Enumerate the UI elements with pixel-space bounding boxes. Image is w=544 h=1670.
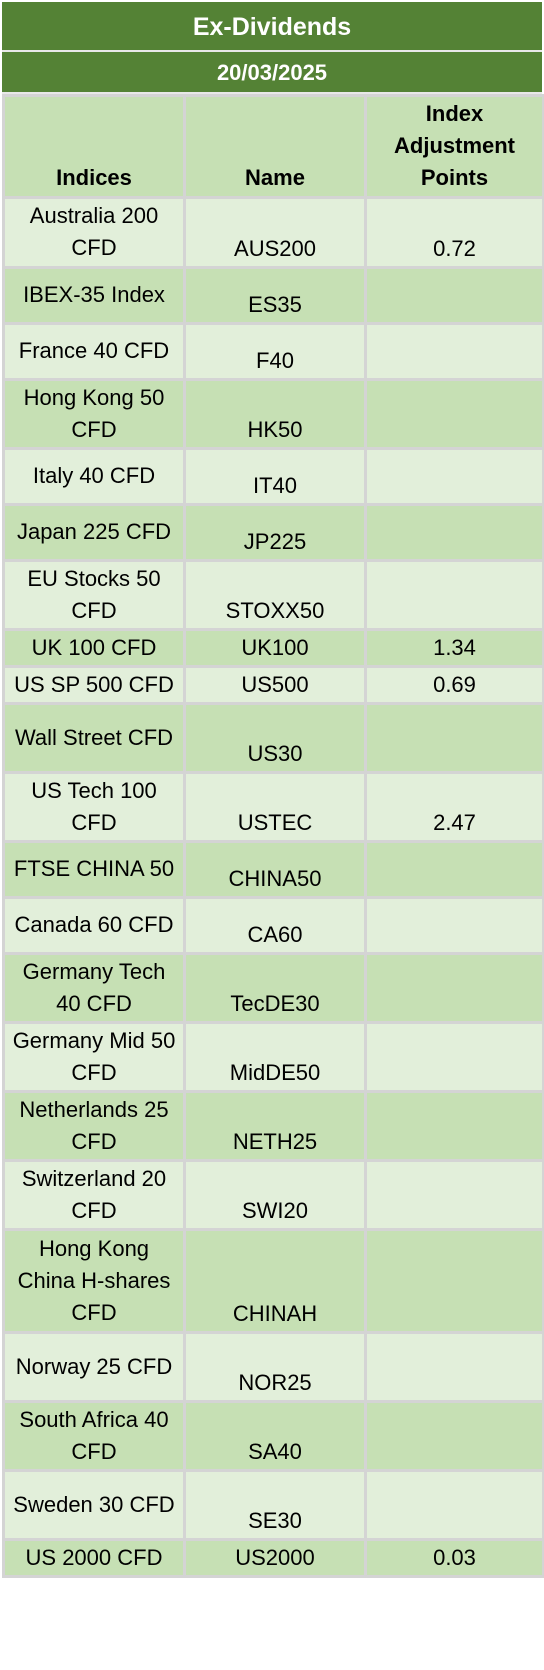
cell-name: TecDE30 <box>183 952 367 1024</box>
cell-name: US30 <box>183 702 367 774</box>
cell-adjustment-points <box>364 378 544 450</box>
cell-name: SA40 <box>183 1400 367 1472</box>
table-row: US 2000 CFD US2000 0.03 <box>2 1538 544 1578</box>
cell-adjustment-points: 0.69 <box>364 665 544 705</box>
cell-index: Australia 200 CFD <box>2 196 186 269</box>
cell-adjustment-points <box>364 503 544 562</box>
cell-index: Hong Kong 50 CFD <box>2 378 186 450</box>
cell-index: Italy 40 CFD <box>2 447 186 506</box>
cell-adjustment-points <box>364 559 544 631</box>
cell-adjustment-points <box>364 1228 544 1334</box>
cell-name: NETH25 <box>183 1090 367 1162</box>
ex-dividends-table: Indices Name Index Adjustment Points Aus… <box>2 94 544 1578</box>
table-row: US Tech 100 CFD USTEC 2.47 <box>2 771 544 843</box>
cell-adjustment-points: 1.34 <box>364 628 544 668</box>
table-row: Hong Kong 50 CFD HK50 <box>2 378 544 450</box>
cell-index: Germany Tech 40 CFD <box>2 952 186 1024</box>
cell-index: France 40 CFD <box>2 322 186 381</box>
table-row: Australia 200 CFD AUS200 0.72 <box>2 196 544 269</box>
cell-adjustment-points: 2.47 <box>364 771 544 843</box>
cell-adjustment-points <box>364 952 544 1024</box>
table-row: France 40 CFD F40 <box>2 322 544 381</box>
cell-index: US SP 500 CFD <box>2 665 186 705</box>
table-row: Sweden 30 CFD SE30 <box>2 1469 544 1541</box>
cell-adjustment-points: 0.03 <box>364 1538 544 1578</box>
cell-index: US 2000 CFD <box>2 1538 186 1578</box>
cell-name: ES35 <box>183 266 367 325</box>
cell-name: CA60 <box>183 896 367 955</box>
table-row: Wall Street CFD US30 <box>2 702 544 774</box>
cell-name: IT40 <box>183 447 367 506</box>
cell-index: Canada 60 CFD <box>2 896 186 955</box>
cell-name: STOXX50 <box>183 559 367 631</box>
cell-adjustment-points <box>364 896 544 955</box>
cell-name: AUS200 <box>183 196 367 269</box>
cell-index: EU Stocks 50 CFD <box>2 559 186 631</box>
cell-adjustment-points: 0.72 <box>364 196 544 269</box>
cell-index: FTSE CHINA 50 <box>2 840 186 899</box>
cell-index: Switzerland 20 CFD <box>2 1159 186 1231</box>
cell-adjustment-points <box>364 447 544 506</box>
cell-index: UK 100 CFD <box>2 628 186 668</box>
cell-name: F40 <box>183 322 367 381</box>
column-header-indices: Indices <box>2 94 186 199</box>
cell-name: US500 <box>183 665 367 705</box>
cell-index: Wall Street CFD <box>2 702 186 774</box>
table-row: Italy 40 CFD IT40 <box>2 447 544 506</box>
cell-index: Japan 225 CFD <box>2 503 186 562</box>
table-row: EU Stocks 50 CFD STOXX50 <box>2 559 544 631</box>
cell-adjustment-points <box>364 266 544 325</box>
table-row: FTSE CHINA 50 CHINA50 <box>2 840 544 899</box>
header-row: Indices Name Index Adjustment Points <box>2 94 544 199</box>
cell-index: Norway 25 CFD <box>2 1331 186 1403</box>
cell-name: CHINA50 <box>183 840 367 899</box>
table-row: Norway 25 CFD NOR25 <box>2 1331 544 1403</box>
ex-dividends-sheet: Ex-Dividends 20/03/2025 Indices Name Ind… <box>2 2 544 1578</box>
sheet-title: Ex-Dividends <box>2 2 542 52</box>
cell-name: US2000 <box>183 1538 367 1578</box>
table-row: Canada 60 CFD CA60 <box>2 896 544 955</box>
cell-name: SE30 <box>183 1469 367 1541</box>
table-row: South Africa 40 CFD SA40 <box>2 1400 544 1472</box>
cell-adjustment-points <box>364 1021 544 1093</box>
cell-adjustment-points <box>364 322 544 381</box>
cell-adjustment-points <box>364 1400 544 1472</box>
cell-name: CHINAH <box>183 1228 367 1334</box>
cell-adjustment-points <box>364 1090 544 1162</box>
table-row: US SP 500 CFD US500 0.69 <box>2 665 544 705</box>
table-row: Germany Mid 50 CFD MidDE50 <box>2 1021 544 1093</box>
cell-index: Hong Kong China H-shares CFD <box>2 1228 186 1334</box>
table-row: Japan 225 CFD JP225 <box>2 503 544 562</box>
table-row: Germany Tech 40 CFD TecDE30 <box>2 952 544 1024</box>
table-row: Hong Kong China H-shares CFD CHINAH <box>2 1228 544 1334</box>
cell-name: JP225 <box>183 503 367 562</box>
cell-index: South Africa 40 CFD <box>2 1400 186 1472</box>
cell-name: SWI20 <box>183 1159 367 1231</box>
sheet-date: 20/03/2025 <box>2 52 542 94</box>
cell-adjustment-points <box>364 1331 544 1403</box>
cell-adjustment-points <box>364 702 544 774</box>
table-row: Netherlands 25 CFD NETH25 <box>2 1090 544 1162</box>
cell-name: NOR25 <box>183 1331 367 1403</box>
column-header-name: Name <box>183 94 367 199</box>
cell-adjustment-points <box>364 1469 544 1541</box>
cell-index: US Tech 100 CFD <box>2 771 186 843</box>
cell-name: USTEC <box>183 771 367 843</box>
cell-index: Sweden 30 CFD <box>2 1469 186 1541</box>
cell-name: MidDE50 <box>183 1021 367 1093</box>
cell-index: IBEX-35 Index <box>2 266 186 325</box>
cell-name: UK100 <box>183 628 367 668</box>
column-header-adjustment-points: Index Adjustment Points <box>364 94 544 199</box>
cell-adjustment-points <box>364 840 544 899</box>
cell-index: Netherlands 25 CFD <box>2 1090 186 1162</box>
table-row: Switzerland 20 CFD SWI20 <box>2 1159 544 1231</box>
table-row: IBEX-35 Index ES35 <box>2 266 544 325</box>
cell-index: Germany Mid 50 CFD <box>2 1021 186 1093</box>
table-row: UK 100 CFD UK100 1.34 <box>2 628 544 668</box>
cell-name: HK50 <box>183 378 367 450</box>
cell-adjustment-points <box>364 1159 544 1231</box>
